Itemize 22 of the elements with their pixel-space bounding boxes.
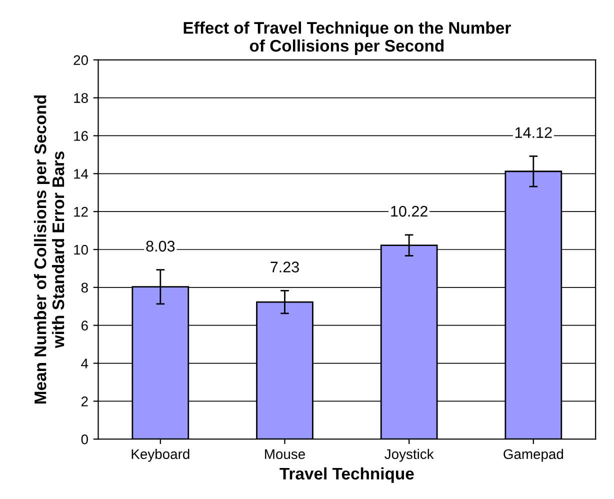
y-axis-title: Mean Number of Collisions per Second with Standard Error Bars (34, 95, 64, 404)
x-axis-title: Travel Technique (280, 467, 414, 483)
y-tick-label: 6 (82, 320, 88, 331)
y-tick-label: 16 (74, 131, 88, 141)
data-label: 10.22 (391, 206, 428, 217)
x-tick-label: Joystick (384, 448, 434, 462)
x-tick-label: Gamepad (504, 448, 564, 462)
y-tick-label: 0 (81, 434, 88, 444)
x-tick-label: Keyboard (132, 448, 190, 462)
data-label: 7.23 (270, 262, 299, 272)
y-tick-label: 2 (81, 396, 88, 406)
chart-title: Effect of Travel Technique on the Number of Collisions per Second (184, 22, 511, 56)
y-tick-label: 12 (74, 206, 88, 217)
x-tick-label: Mouse (265, 449, 305, 460)
data-label: 14.12 (515, 127, 552, 138)
y-tick-label: 20 (74, 55, 88, 66)
y-tick-label: 8 (81, 282, 88, 293)
y-tick-label: 14 (74, 169, 88, 179)
data-label: 8.03 (146, 240, 175, 252)
y-tick-label: 10 (74, 244, 88, 255)
y-tick-label: 4 (81, 358, 88, 368)
y-tick-label: 18 (74, 93, 88, 103)
